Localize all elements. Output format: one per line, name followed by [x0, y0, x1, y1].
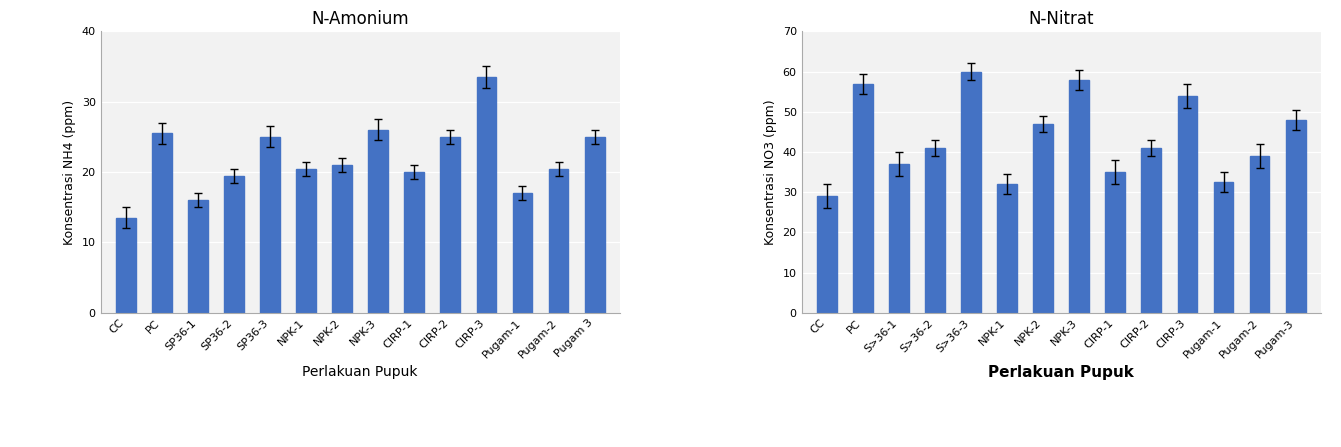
Bar [1214, 182, 1234, 313]
Bar [853, 84, 873, 313]
Bar [369, 130, 388, 313]
Bar [440, 137, 460, 313]
Y-axis label: Konsentrasi NH4 (ppm): Konsentrasi NH4 (ppm) [63, 100, 76, 245]
Bar [961, 72, 982, 313]
Bar [405, 172, 424, 313]
Bar [512, 193, 532, 313]
Y-axis label: Konsentrasi NO3 (ppm): Konsentrasi NO3 (ppm) [764, 99, 776, 245]
Title: N-Amonium: N-Amonium [311, 10, 409, 28]
Bar [1034, 124, 1053, 313]
Bar [333, 165, 353, 313]
Bar [1069, 80, 1089, 313]
Bar [925, 148, 945, 313]
Bar [152, 133, 172, 313]
Bar [817, 196, 837, 313]
X-axis label: Perlakuan Pupuk: Perlakuan Pupuk [988, 366, 1134, 380]
Bar [1177, 96, 1198, 313]
Bar [1286, 120, 1306, 313]
X-axis label: Perlakuan Pupuk: Perlakuan Pupuk [303, 366, 418, 380]
Bar [115, 218, 135, 313]
Bar [188, 200, 208, 313]
Bar [260, 137, 280, 313]
Bar [296, 169, 316, 313]
Bar [998, 184, 1016, 313]
Title: N-Nitrat: N-Nitrat [1029, 10, 1094, 28]
Bar [476, 77, 496, 313]
Bar [548, 169, 569, 313]
Bar [1250, 156, 1270, 313]
Bar [585, 137, 605, 313]
Bar [889, 164, 909, 313]
Bar [1105, 172, 1125, 313]
Bar [224, 176, 244, 313]
Bar [1141, 148, 1161, 313]
